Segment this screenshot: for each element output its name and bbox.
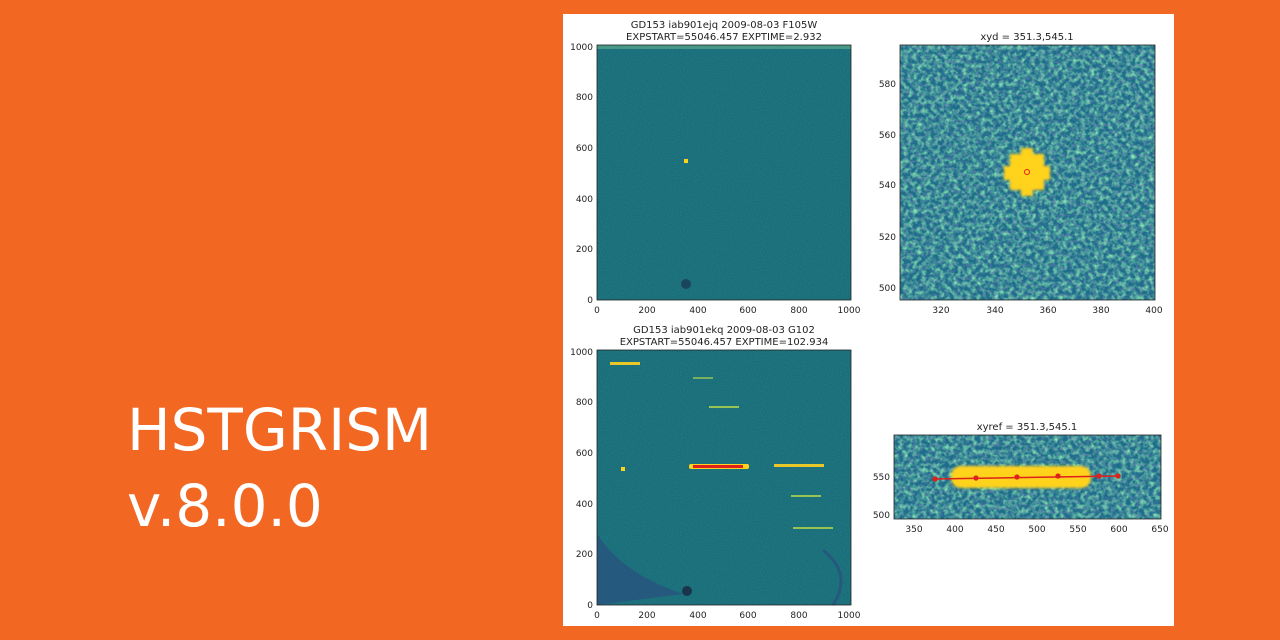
svg-text:340: 340 — [986, 306, 1003, 316]
centroid-marker — [1024, 169, 1030, 175]
svg-text:200: 200 — [576, 550, 593, 560]
svg-text:200: 200 — [576, 245, 593, 255]
trace-fit-line — [934, 475, 1119, 480]
svg-text:200: 200 — [638, 611, 655, 621]
svg-text:600: 600 — [1110, 525, 1127, 535]
panel-top-left-title-1: GD153 iab901ejq 2009-08-03 F105W — [631, 20, 818, 31]
panel-top-left-title-2: EXPSTART=55046.457 EXPTIME=2.932 — [626, 32, 822, 43]
panel-bottom-left-xticks: 0 200 400 600 800 1000 — [594, 611, 861, 621]
svg-text:400: 400 — [1145, 306, 1162, 316]
svg-text:600: 600 — [576, 144, 593, 154]
svg-text:0: 0 — [594, 306, 600, 316]
svg-text:350: 350 — [905, 525, 922, 535]
svg-text:560: 560 — [879, 131, 896, 141]
panel-bottom-right-title: xyref = 351.3,545.1 — [977, 422, 1078, 433]
svg-text:800: 800 — [576, 93, 593, 103]
source-marker — [684, 159, 688, 163]
svg-text:580: 580 — [879, 80, 896, 90]
panel-top-right-title: xyd = 351.3,545.1 — [980, 32, 1073, 43]
svg-text:0: 0 — [587, 601, 593, 611]
panel-top-left-yticks: 0 200 400 600 800 1000 — [570, 43, 593, 306]
figure-panel: GD153 iab901ejq 2009-08-03 F105W EXPSTAR… — [563, 14, 1174, 626]
svg-text:550: 550 — [873, 473, 890, 483]
svg-text:800: 800 — [790, 306, 807, 316]
panel-top-right: xyd = 351.3,545.1 320 340 360 380 400 50… — [879, 32, 1163, 316]
svg-text:1000: 1000 — [570, 43, 593, 53]
spectra — [610, 362, 833, 529]
svg-text:450: 450 — [987, 525, 1004, 535]
panel-bottom-left-title-2: EXPSTART=55046.457 EXPTIME=102.934 — [620, 337, 829, 348]
svg-text:500: 500 — [879, 284, 896, 294]
panel-bottom-left-yticks: 0 200 400 600 800 1000 — [570, 348, 593, 611]
svg-text:650: 650 — [1151, 525, 1168, 535]
panel-top-left-xticks: 0 200 400 600 800 1000 — [594, 306, 861, 316]
panel-top-right-xticks: 320 340 360 380 400 — [932, 306, 1162, 316]
panel-bottom-left: GD153 iab901ekq 2009-08-03 G102 EXPSTART… — [570, 325, 861, 621]
panel-bottom-right-xticks: 350 400 450 500 550 600 650 — [905, 525, 1168, 535]
panel-bottom-left-title-1: GD153 iab901ekq 2009-08-03 G102 — [633, 325, 815, 336]
svg-text:600: 600 — [739, 306, 756, 316]
title-block: HSTGRISM v.8.0.0 — [127, 392, 432, 544]
panel-top-left: GD153 iab901ejq 2009-08-03 F105W EXPSTAR… — [570, 20, 861, 316]
product-version: v.8.0.0 — [127, 472, 323, 540]
svg-text:1000: 1000 — [570, 348, 593, 358]
svg-text:1000: 1000 — [838, 611, 861, 621]
svg-text:520: 520 — [879, 233, 896, 243]
svg-text:200: 200 — [638, 306, 655, 316]
svg-text:0: 0 — [587, 296, 593, 306]
svg-text:600: 600 — [739, 611, 756, 621]
svg-text:400: 400 — [689, 611, 706, 621]
panel-bottom-right-yticks: 500 550 — [873, 473, 890, 521]
svg-text:400: 400 — [576, 500, 593, 510]
svg-text:0: 0 — [594, 611, 600, 621]
svg-text:400: 400 — [576, 195, 593, 205]
svg-text:1000: 1000 — [838, 306, 861, 316]
trace-points — [932, 473, 1121, 482]
svg-text:540: 540 — [879, 181, 896, 191]
svg-text:380: 380 — [1092, 306, 1109, 316]
panel-top-right-yticks: 500 520 540 560 580 — [879, 80, 896, 294]
svg-text:500: 500 — [873, 511, 890, 521]
product-name: HSTGRISM — [127, 396, 433, 464]
svg-text:800: 800 — [576, 398, 593, 408]
svg-text:800: 800 — [790, 611, 807, 621]
panel-bottom-right: xyref = 351.3,545.1 350 400 450 500 550 — [873, 422, 1169, 535]
svg-text:320: 320 — [932, 306, 949, 316]
svg-text:400: 400 — [946, 525, 963, 535]
svg-text:400: 400 — [689, 306, 706, 316]
svg-text:600: 600 — [576, 449, 593, 459]
svg-text:500: 500 — [1028, 525, 1045, 535]
svg-text:360: 360 — [1039, 306, 1056, 316]
figure-svg: GD153 iab901ejq 2009-08-03 F105W EXPSTAR… — [570, 20, 1169, 621]
source-blob — [1004, 148, 1050, 196]
svg-text:550: 550 — [1069, 525, 1086, 535]
